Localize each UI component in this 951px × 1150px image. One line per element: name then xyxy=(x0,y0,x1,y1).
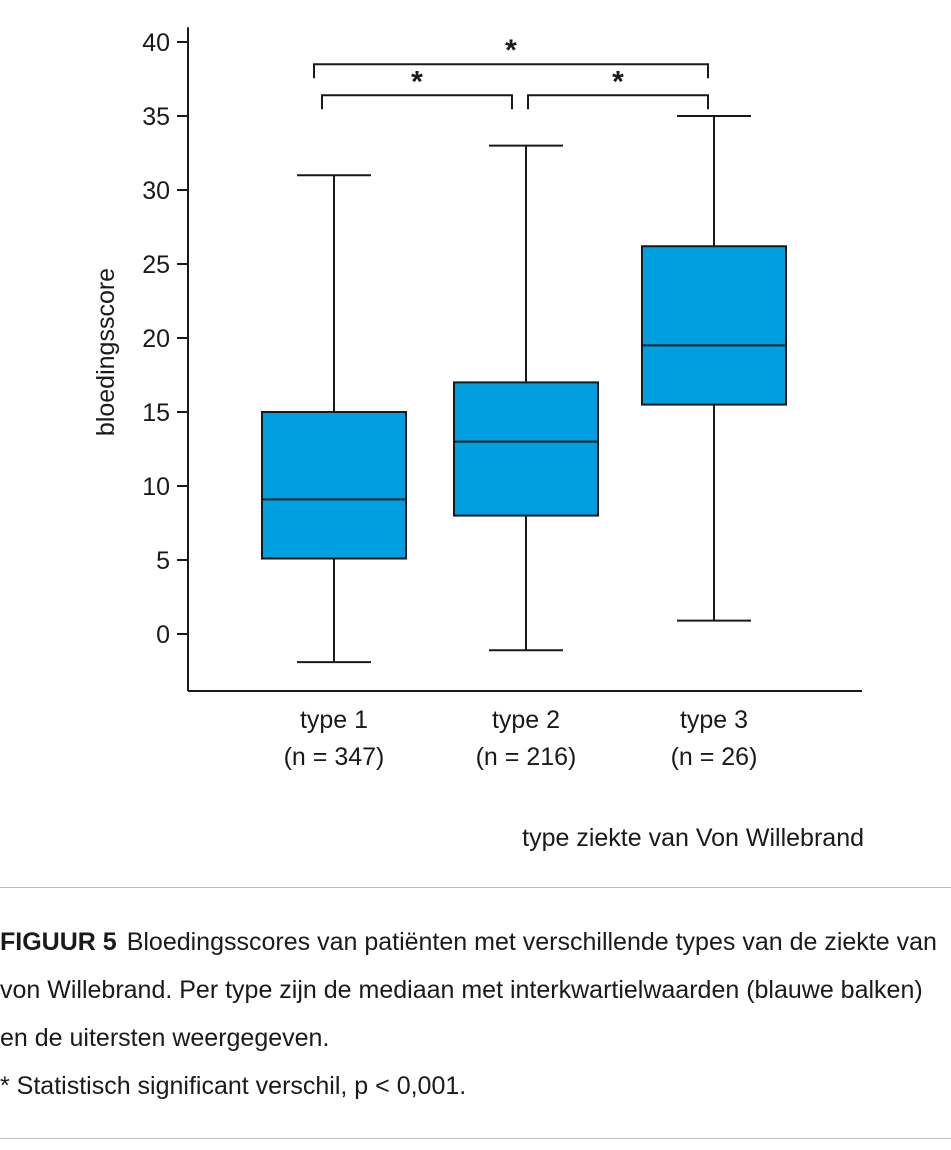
significance-bracket xyxy=(313,63,709,79)
x-tick-label: type 1 xyxy=(300,706,368,734)
significance-star: * xyxy=(411,65,423,98)
caption-text: FIGUUR 5 Bloedingsscores van patiënten me… xyxy=(0,918,951,1062)
x-tick-label: type 2 xyxy=(492,706,560,734)
figure-label: FIGUUR 5 xyxy=(0,928,117,956)
iqr-box xyxy=(641,245,787,406)
x-tick-n-label: (n = 26) xyxy=(671,743,758,771)
significance-star: * xyxy=(505,34,517,67)
box-plot-chart: 0 5 10 15 20 25 30 35 40 type 1 (n = 347) type 2 (n… xyxy=(92,27,864,852)
caption-footnote: * Statistisch significant verschil, p < … xyxy=(0,1072,467,1100)
y-tick-label: 20 xyxy=(142,325,170,353)
iqr-box xyxy=(261,411,407,560)
box-series xyxy=(261,115,787,664)
x-tick-n-label: (n = 216) xyxy=(476,743,577,771)
iqr-box xyxy=(453,381,599,517)
x-axis: type 1 (n = 347) type 2 (n = 216) type 3 (n =… xyxy=(188,690,862,771)
y-axis: 0 5 10 15 20 25 30 35 40 xyxy=(142,27,189,691)
significance-bracket xyxy=(321,94,513,110)
y-tick-label: 5 xyxy=(156,547,170,575)
caption-bottom-divider xyxy=(0,1138,951,1139)
x-tick-n-label: (n = 347) xyxy=(284,743,385,771)
y-tick-label: 0 xyxy=(156,621,170,649)
y-tick-label: 10 xyxy=(142,473,170,501)
y-tick-label: 15 xyxy=(142,399,170,427)
box-1 xyxy=(261,174,407,664)
x-tick-label: type 3 xyxy=(680,706,748,734)
x-axis-label: type ziekte van Von Willebrand xyxy=(522,824,864,852)
y-tick-label: 35 xyxy=(142,103,170,131)
y-tick-label: 30 xyxy=(142,177,170,205)
figure-caption: FIGUUR 5 Bloedingsscores van patiënten me… xyxy=(0,918,951,1110)
caption-body: Bloedingsscores van patiënten met versch… xyxy=(0,928,937,1052)
significance-bracket xyxy=(527,94,709,110)
y-axis-label: bloedingsscore xyxy=(92,268,120,436)
y-tick-label: 40 xyxy=(142,29,170,57)
significance-star: * xyxy=(612,65,624,98)
y-tick-label: 25 xyxy=(142,251,170,279)
box-3 xyxy=(641,115,787,622)
significance-brackets: * * * xyxy=(313,34,709,110)
box-2 xyxy=(453,144,599,652)
caption-top-divider xyxy=(0,887,951,888)
